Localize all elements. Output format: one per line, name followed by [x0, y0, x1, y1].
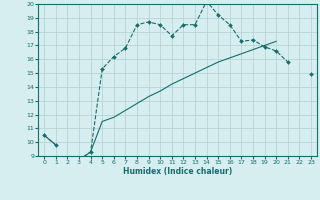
X-axis label: Humidex (Indice chaleur): Humidex (Indice chaleur) — [123, 167, 232, 176]
